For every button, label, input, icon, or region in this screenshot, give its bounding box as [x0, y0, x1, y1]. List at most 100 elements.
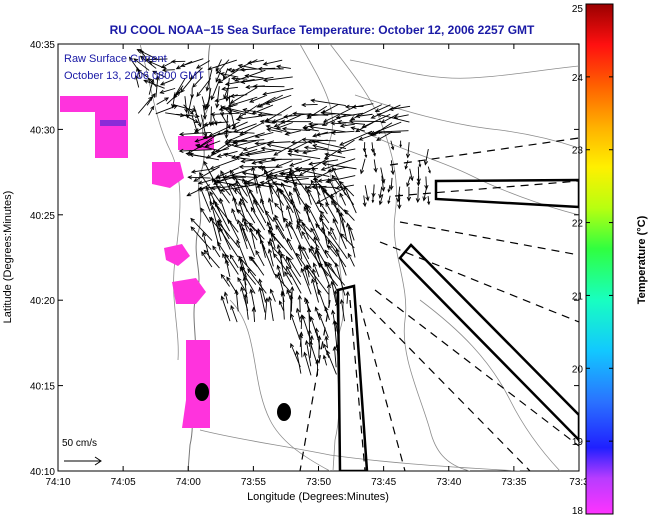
- current-vector: [415, 186, 421, 204]
- current-vector: [236, 219, 248, 250]
- current-vector: [220, 273, 230, 287]
- current-vector: [330, 226, 337, 240]
- current-vector: [136, 66, 141, 79]
- current-vector: [399, 140, 402, 148]
- current-vector: [259, 180, 284, 186]
- current-vector: [347, 252, 355, 267]
- current-vector: [326, 283, 332, 304]
- current-vector: [234, 155, 257, 161]
- current-vector: [307, 188, 321, 213]
- current-vector: [334, 262, 346, 296]
- current-vector: [207, 59, 238, 71]
- x-tick-label: 73:40: [436, 477, 461, 488]
- current-vector: [137, 96, 153, 114]
- current-vector: [209, 158, 238, 170]
- current-vector: [223, 291, 229, 304]
- current-vector: [308, 159, 339, 166]
- transect-5: [374, 289, 579, 447]
- current-vector: [133, 58, 150, 71]
- colorbar-tick-label: 20: [572, 364, 584, 375]
- dashed-transects: [299, 137, 579, 471]
- sst-patch: [152, 162, 184, 188]
- y-tick-label: 40:15: [30, 382, 55, 393]
- current-vector: [258, 94, 284, 108]
- current-vector: [290, 285, 295, 312]
- current-vector: [148, 60, 166, 70]
- current-vector: [249, 95, 266, 103]
- current-vector: [270, 157, 302, 162]
- current-vector: [284, 130, 301, 136]
- current-vector: [364, 150, 368, 159]
- colorbar-tick-label: 24: [572, 73, 584, 84]
- current-vector: [317, 335, 322, 359]
- current-vector: [276, 187, 285, 223]
- current-vector: [203, 160, 222, 195]
- current-vector: [277, 248, 285, 277]
- current-vector: [279, 189, 301, 214]
- current-vector: [187, 175, 211, 180]
- current-vector: [240, 266, 257, 285]
- current-vector: [148, 105, 154, 116]
- current-vector: [301, 230, 312, 249]
- current-vector: [300, 267, 312, 295]
- current-vector: [289, 158, 311, 167]
- current-vector: [339, 298, 345, 322]
- current-vector: [216, 179, 231, 196]
- current-vector: [249, 227, 256, 250]
- current-vector: [229, 93, 248, 99]
- sst-patch: [60, 96, 100, 112]
- figure-title: RU COOL NOAA−15 Sea Surface Temperature:…: [110, 23, 535, 37]
- current-vector: [404, 160, 409, 170]
- current-vector: [319, 213, 329, 248]
- current-vector: [220, 295, 231, 322]
- current-vector: [337, 119, 365, 125]
- current-vector: [314, 306, 321, 321]
- y-axis: 40:35 40:30 40:25 40:20 40:15 40:10: [30, 40, 579, 478]
- current-vector: [260, 146, 283, 152]
- current-vector: [390, 160, 395, 176]
- current-vector: [155, 75, 160, 98]
- current-vector: [304, 184, 312, 205]
- current-vector: [269, 288, 276, 302]
- x-tick-label: 73:35: [501, 477, 526, 488]
- current-vector: [339, 211, 348, 242]
- current-vector: [218, 69, 240, 84]
- current-vector: [309, 316, 319, 341]
- current-vector: [312, 262, 320, 278]
- current-vector: [265, 175, 274, 203]
- current-vector: [302, 126, 319, 132]
- current-vector: [209, 121, 229, 126]
- current-vector: [289, 168, 311, 197]
- current-vector: [236, 239, 248, 267]
- current-vector: [242, 276, 249, 304]
- transect-4: [379, 241, 579, 323]
- hf-site-marker: [195, 383, 209, 401]
- current-vector: [248, 188, 265, 214]
- current-vector: [362, 142, 367, 153]
- y-axis-title: Latitude (Degrees:Minutes): [2, 191, 14, 324]
- current-vector: [339, 130, 373, 146]
- current-vector: [204, 96, 211, 111]
- current-vector: [406, 186, 412, 202]
- current-vector: [255, 249, 265, 267]
- current-vector: [176, 113, 200, 119]
- transect-1: [389, 137, 579, 166]
- current-vector: [230, 304, 238, 323]
- x-tick-label: 73:55: [241, 477, 266, 488]
- current-vector: [325, 201, 339, 224]
- current-vector: [215, 59, 222, 72]
- current-vector: [327, 239, 347, 268]
- current-vector: [210, 216, 221, 251]
- current-vector: [197, 177, 220, 185]
- current-vector: [375, 129, 409, 134]
- current-vector: [202, 105, 207, 120]
- current-vector: [265, 94, 292, 105]
- current-vector: [280, 291, 286, 320]
- current-vector: [250, 206, 266, 231]
- current-vector: [350, 126, 365, 132]
- colorbar-tick-label: 19: [572, 437, 584, 448]
- current-vector: [306, 307, 312, 330]
- y-tick-label: 40:10: [30, 467, 55, 478]
- current-vector: [275, 224, 285, 239]
